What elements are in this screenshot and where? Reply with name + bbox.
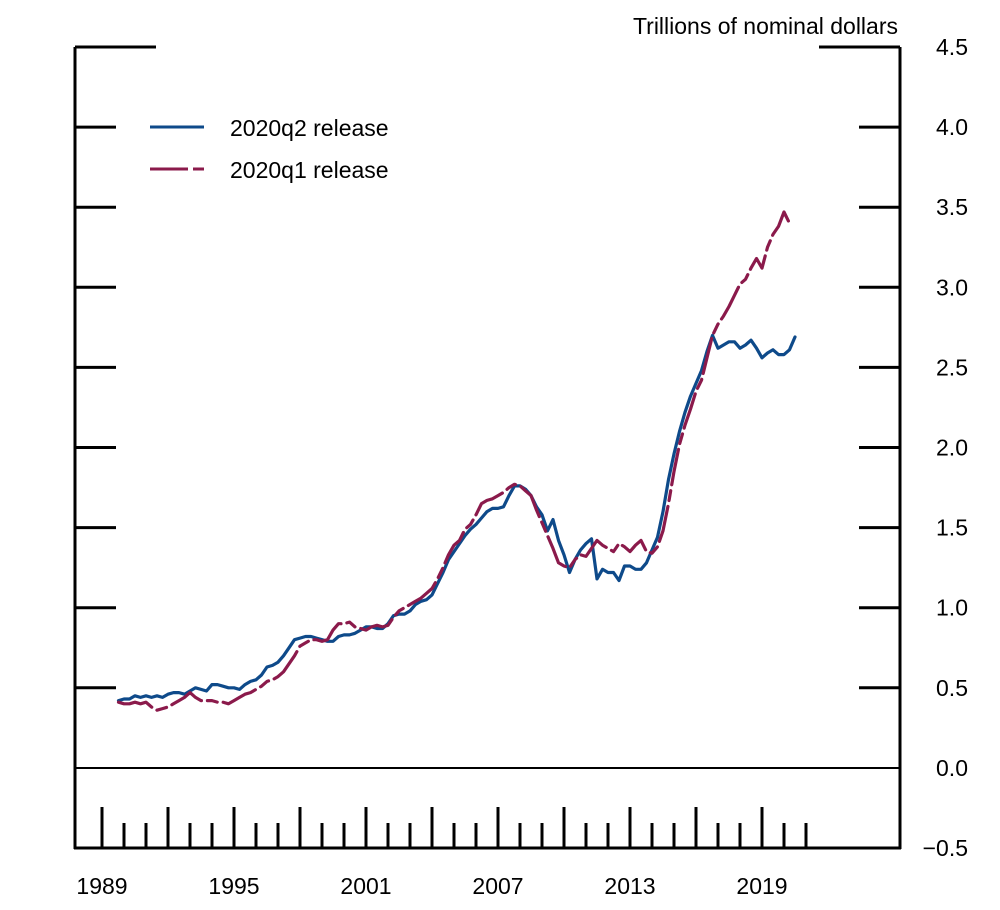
y-tick-label: 4.0 xyxy=(936,114,968,140)
legend: 2020q2 release 2020q1 release xyxy=(150,115,389,183)
y-tick-label: 3.0 xyxy=(936,274,968,300)
y-tick-label: 3.5 xyxy=(936,194,968,220)
y-tick-label: 0.5 xyxy=(936,675,968,701)
y-tick-label: 2.5 xyxy=(936,354,968,380)
y-tick-label: −0.5 xyxy=(923,835,968,861)
y-tick-label: 2.0 xyxy=(936,435,968,461)
y-ticks: −0.5 0.0 0.5 1.0 1.5 2.0 2.5 3.0 3.5 4.0 4.5 xyxy=(75,34,968,861)
legend-label-2020q2: 2020q2 release xyxy=(230,115,389,141)
series-line-2020q1 xyxy=(116,210,792,712)
legend-label-2020q1: 2020q1 release xyxy=(230,157,389,183)
x-tick-label: 2013 xyxy=(604,873,655,899)
x-tick-label: 2001 xyxy=(340,873,391,899)
legend-item-2020q1: 2020q1 release xyxy=(150,157,389,183)
x-ticks: 1989 1995 2001 2007 2013 2019 xyxy=(76,807,808,899)
x-tick-label: 2019 xyxy=(736,873,787,899)
y-tick-label: 4.5 xyxy=(936,34,968,60)
plot-frame xyxy=(73,47,902,850)
x-tick-label: 1989 xyxy=(76,873,127,899)
y-tick-label: 1.5 xyxy=(936,515,968,541)
x-tick-label: 2007 xyxy=(472,873,523,899)
y-tick-label: 0.0 xyxy=(936,755,968,781)
unit-label: Trillions of nominal dollars xyxy=(633,13,898,39)
y-tick-label: 1.0 xyxy=(936,595,968,621)
series-line-2020q2 xyxy=(116,333,797,703)
legend-item-2020q2: 2020q2 release xyxy=(150,115,389,141)
series-layer xyxy=(116,210,797,712)
x-tick-label: 1995 xyxy=(208,873,259,899)
